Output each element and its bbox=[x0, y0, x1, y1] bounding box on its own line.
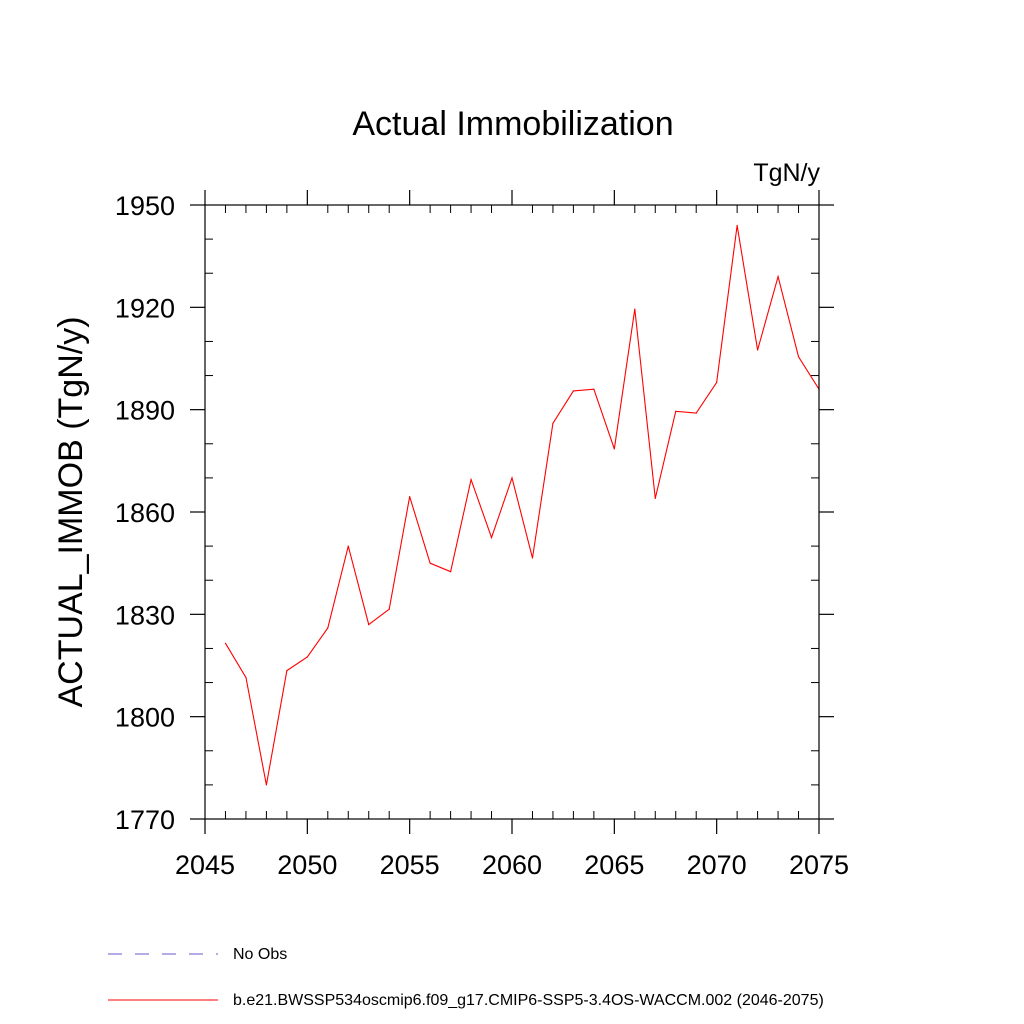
series-line-0 bbox=[224, 225, 820, 785]
x-tick-label: 2050 bbox=[277, 850, 337, 880]
x-tick-label: 2065 bbox=[584, 850, 644, 880]
data-point bbox=[450, 571, 452, 573]
data-point bbox=[286, 670, 288, 672]
x-tick-label: 2070 bbox=[687, 850, 747, 880]
data-point bbox=[695, 412, 697, 414]
data-point bbox=[470, 478, 472, 481]
legend-label-no-obs: No Obs bbox=[233, 946, 287, 963]
data-point bbox=[511, 477, 513, 479]
x-tick-label: 2075 bbox=[789, 850, 849, 880]
series-layer bbox=[224, 224, 820, 786]
data-point bbox=[593, 388, 595, 390]
x-tick-label: 2055 bbox=[380, 850, 440, 880]
data-point bbox=[757, 349, 759, 351]
y-tick-label: 1860 bbox=[115, 498, 175, 528]
legend-label-series: b.e21.BWSSP534oscmip6.f09_g17.CMIP6-SSP5… bbox=[233, 992, 824, 1009]
data-point bbox=[245, 676, 247, 679]
data-point bbox=[572, 390, 575, 392]
y-tick-label: 1890 bbox=[115, 396, 175, 426]
data-point bbox=[306, 656, 308, 658]
data-point bbox=[347, 545, 349, 547]
data-point bbox=[777, 276, 779, 278]
y-tick-label: 1950 bbox=[115, 191, 175, 221]
tick-layer: 2045 2050 2055 2060 2065 2070 2075 1770 1800 1830… bbox=[115, 190, 849, 880]
data-point bbox=[531, 557, 534, 559]
y-tick-label: 1800 bbox=[115, 703, 175, 733]
data-point bbox=[490, 536, 493, 539]
data-point bbox=[429, 562, 431, 564]
y-tick-label: 1770 bbox=[115, 805, 175, 835]
data-point bbox=[327, 627, 329, 629]
y-tick-label: 1830 bbox=[115, 600, 175, 630]
data-point bbox=[654, 497, 656, 499]
y-axis-label: ACTUAL_IMMOB (TgN/y) bbox=[52, 316, 90, 707]
data-point bbox=[675, 410, 677, 412]
data-point bbox=[409, 496, 411, 498]
data-point bbox=[736, 224, 738, 227]
chart-title: Actual Immobilization bbox=[352, 105, 673, 143]
x-tick-label: 2045 bbox=[175, 850, 235, 880]
data-point bbox=[368, 623, 370, 626]
units-label: TgN/y bbox=[753, 159, 820, 187]
data-point bbox=[265, 784, 267, 786]
legend: No Obs b.e21.BWSSP534oscmip6.f09_g17.CMI… bbox=[108, 946, 824, 1009]
x-tick-label: 2060 bbox=[482, 850, 542, 880]
data-point bbox=[716, 381, 718, 383]
plot-frame bbox=[204, 204, 820, 820]
data-point bbox=[224, 642, 227, 644]
y-tick-label: 1920 bbox=[115, 293, 175, 323]
data-point bbox=[634, 308, 636, 310]
data-point bbox=[613, 448, 615, 450]
data-point bbox=[388, 608, 390, 610]
data-point bbox=[552, 422, 554, 424]
data-point bbox=[797, 356, 800, 358]
